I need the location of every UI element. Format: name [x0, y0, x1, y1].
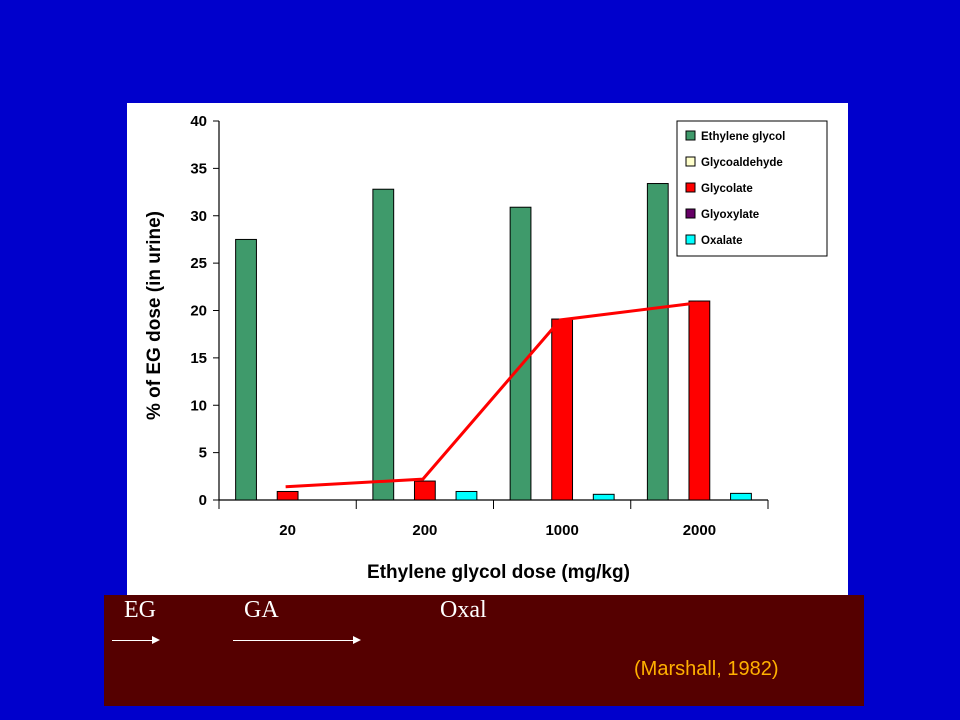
- legend-label: Glycoaldehyde: [701, 157, 783, 169]
- annotation-panel: EG GA Oxal (Marshall, 1982): [104, 595, 864, 706]
- x-tick-label: 1000: [545, 522, 578, 539]
- x-tick-label: 200: [412, 522, 437, 539]
- glycolate-trend-line: [285, 301, 698, 489]
- y-tick-label: 20: [190, 303, 207, 320]
- chart-svg: 0 5 10 15 20 25 30 35 40 20 200 1000 2000 Ethylene gl…: [144, 113, 828, 583]
- bar-oxalate: [455, 490, 478, 501]
- legend-swatch: [685, 208, 696, 219]
- bar-oxalate: [592, 493, 615, 501]
- legend-swatch: [685, 182, 696, 193]
- x-axis-title: Ethylene glycol dose (mg/kg): [367, 562, 630, 583]
- bar-glycolate: [276, 490, 299, 501]
- legend-swatch: [685, 234, 696, 245]
- y-tick-label: 35: [190, 160, 207, 177]
- y-tick-label: 25: [190, 255, 207, 272]
- flow-label-oxal: Oxal: [440, 597, 487, 623]
- x-tick-label: 2000: [683, 522, 716, 539]
- legend-label: Glyoxylate: [701, 209, 759, 221]
- flow-label-ga: GA: [244, 597, 279, 623]
- legend-swatch: [685, 156, 696, 167]
- legend-box: [676, 120, 828, 257]
- y-tick-label: 30: [190, 208, 207, 225]
- chart-panel: 0 5 10 15 20 25 30 35 40 20 200 1000 2000 Ethylene gl…: [127, 103, 848, 595]
- flow-label-eg: EG: [124, 597, 156, 623]
- bar-oxalate: [730, 492, 752, 501]
- legend-label: Glycolate: [701, 183, 753, 195]
- y-axis-title: % of EG dose (in urine): [144, 211, 165, 420]
- bar-glycolate: [551, 318, 574, 501]
- bar-ethylene-glycol: [235, 238, 257, 501]
- bar-glycolate: [413, 480, 436, 501]
- y-tick-label: 10: [190, 397, 207, 414]
- bar-glycolate: [688, 300, 711, 501]
- legend-swatch: [685, 130, 696, 141]
- legend-label: Oxalate: [701, 235, 743, 247]
- bar-ethylene-glycol: [372, 188, 395, 501]
- y-tick-label: 40: [190, 113, 207, 130]
- arrow-eg-to-ga: [112, 636, 160, 644]
- bar-ethylene-glycol: [646, 183, 669, 501]
- legend-label: Ethylene glycol: [701, 131, 785, 143]
- y-tick-label: 5: [199, 445, 207, 462]
- x-tick-label: 20: [279, 522, 296, 539]
- arrow-ga-to-oxal: [233, 636, 361, 644]
- citation: (Marshall, 1982): [634, 658, 779, 680]
- bar-ethylene-glycol: [509, 206, 532, 501]
- y-tick-label: 0: [199, 492, 207, 509]
- y-tick-label: 15: [190, 350, 207, 367]
